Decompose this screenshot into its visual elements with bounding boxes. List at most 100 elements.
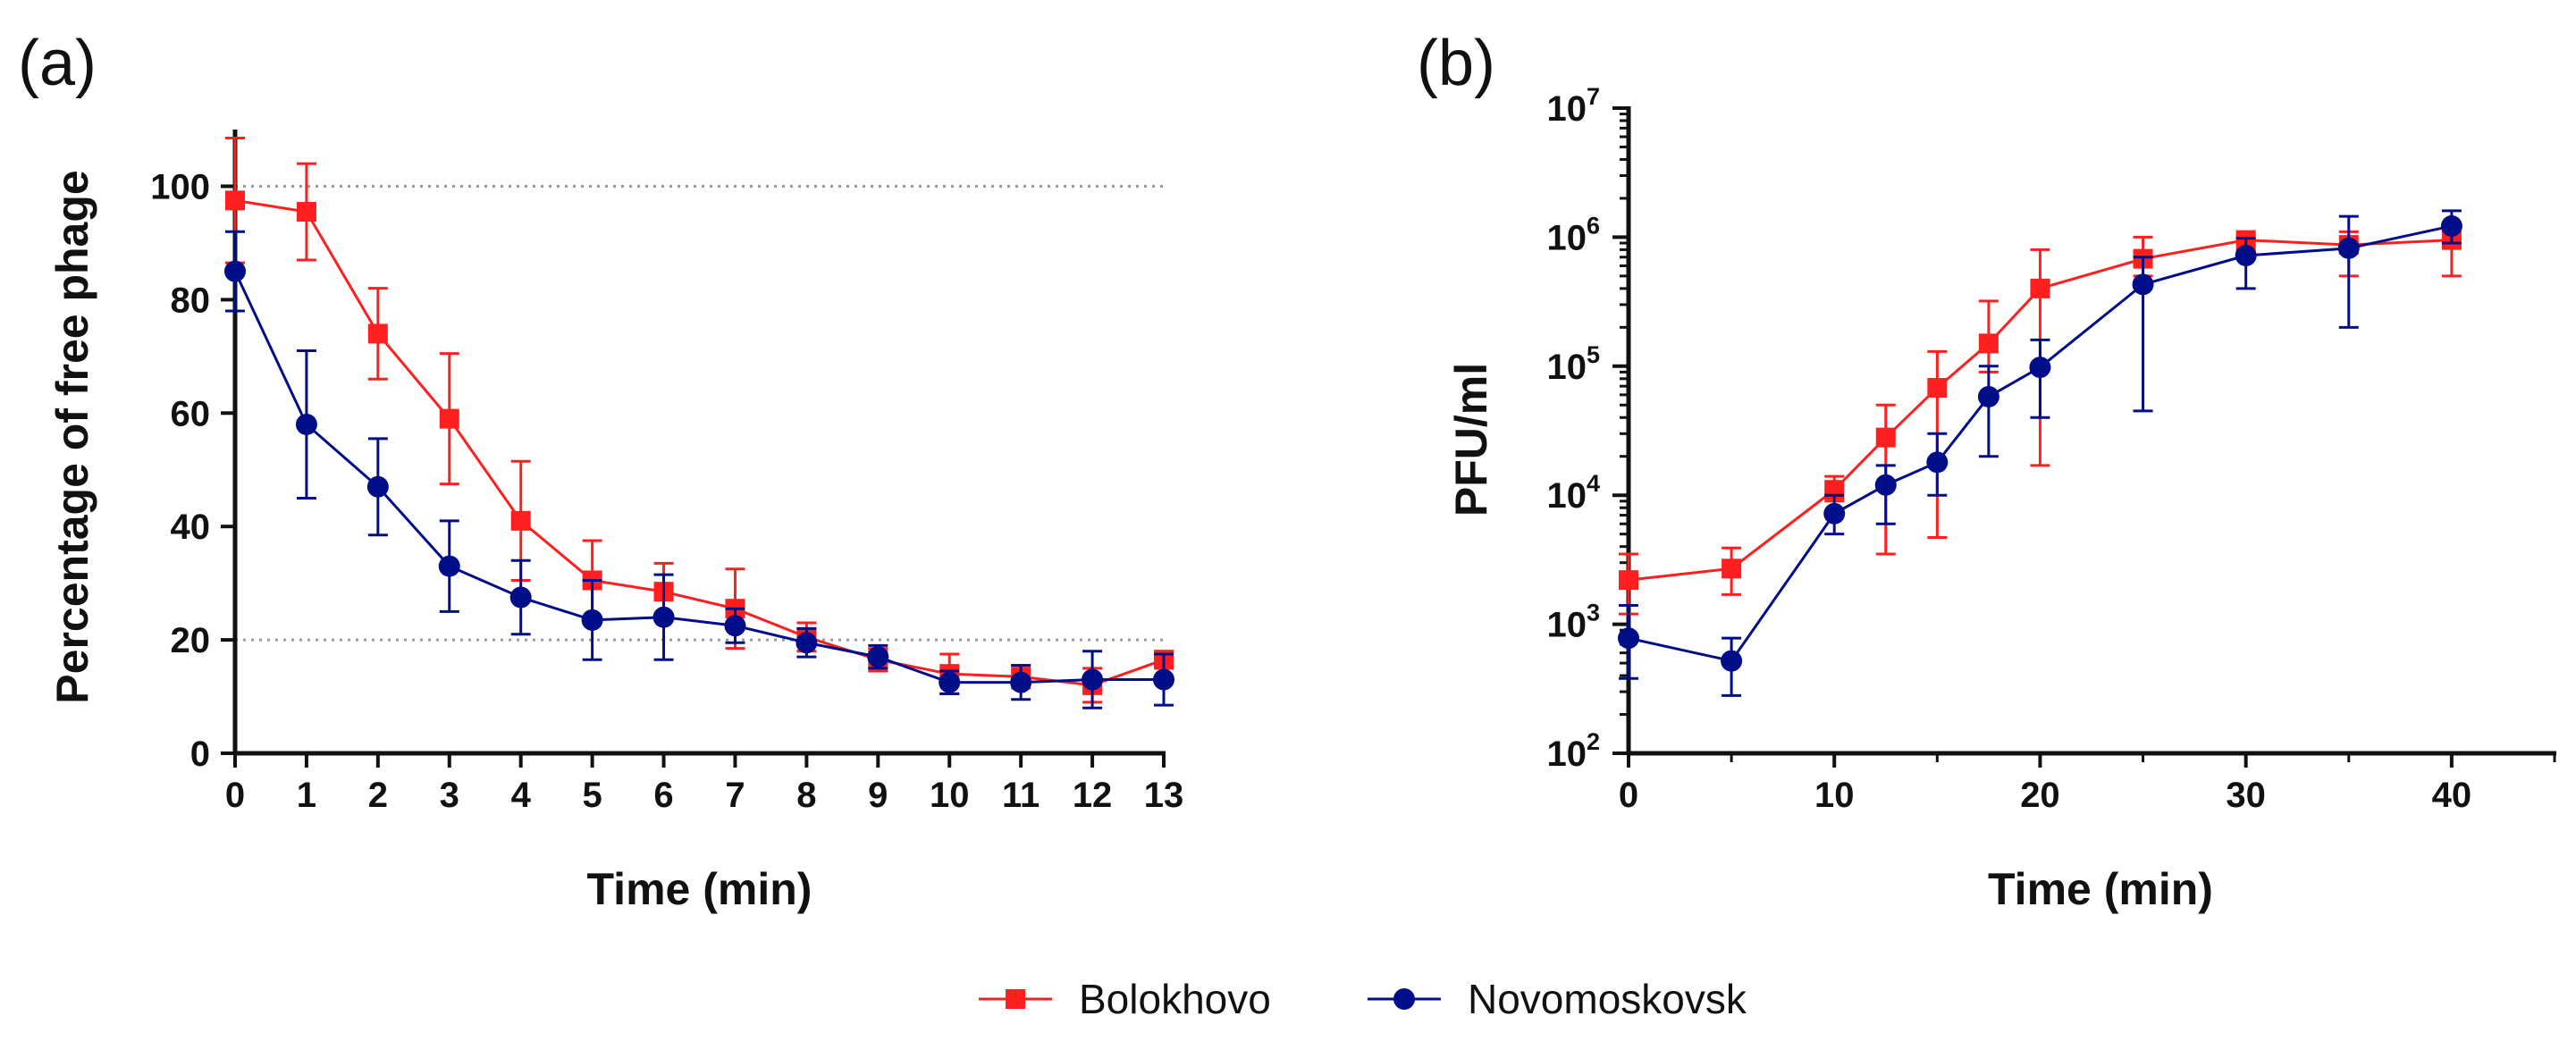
y-axis-title: PFU/ml [1446,363,1496,516]
point-novomoskovsk-5 [1721,650,1743,672]
y-tick-base: 10 [1546,735,1587,774]
y-tick-base: 10 [1546,606,1587,645]
x-tick-label-7: 7 [725,776,745,815]
series-novomoskovsk [1618,209,2462,697]
x-tick-label-10: 10 [930,776,970,815]
x-axis-title: Time (min) [1988,864,2213,914]
series-bolokhovo [1619,225,2462,616]
y-tick-exponent: 2 [1587,728,1600,755]
point-novomoskovsk-35 [2337,237,2360,259]
series-line-novomoskovsk [233,271,1164,684]
point-novomoskovsk-0 [224,260,246,282]
panel-b-label: (b) [1417,28,1495,99]
point-novomoskovsk-12 [1082,668,1104,691]
x-axis-title: Time (min) [587,864,812,914]
y-tick-label-0: 0 [190,735,210,774]
x-tick-label-8: 8 [796,776,816,815]
point-bolokhovo-2 [367,323,388,344]
point-bolokhovo-3 [439,408,459,429]
y-tick-base: 10 [1546,348,1587,387]
x-tick-label-13: 13 [1144,776,1184,815]
y-axis-title: Percentage of free phage [47,170,97,703]
point-novomoskovsk-2 [366,475,389,498]
y-tick-label-60: 60 [171,394,211,433]
legend-item-novomoskovsk: Novomoskovsk [1368,976,1747,1022]
point-bolokhovo-4 [510,510,531,531]
x-tick-label-1: 1 [297,776,316,815]
y-tick-exponent: 7 [1587,83,1600,110]
point-novomoskovsk-9 [867,646,889,668]
y-tick-label-1e7: 107 [1546,83,1600,129]
x-tick-label-20: 20 [2020,776,2060,815]
point-novomoskovsk-6 [652,606,675,628]
point-bolokhovo-20 [2030,278,2050,298]
point-bolokhovo-17.5 [1978,333,1999,354]
x-tick-label-9: 9 [868,776,888,815]
point-novomoskovsk-3 [438,555,460,577]
point-novomoskovsk-20 [2029,357,2051,379]
panel-a-label: (a) [18,28,97,99]
x-tick-label-40: 40 [2432,776,2472,815]
x-tick-label-3: 3 [440,776,459,815]
legend: Bolokhovo Novomoskovsk [979,976,1747,1022]
legend-item-bolokhovo: Bolokhovo [979,976,1271,1022]
series-novomoskovsk [224,230,1174,710]
x-tick-label-12: 12 [1073,776,1113,815]
point-novomoskovsk-12.5 [1874,474,1897,496]
legend-label-bolokhovo: Bolokhovo [1079,976,1271,1022]
legend-marker-novomoskovsk [1393,988,1415,1010]
x-tick-label-4: 4 [511,776,532,815]
x-tick-label-11: 11 [1002,776,1040,815]
series-bolokhovo [225,137,1174,704]
legend-label-novomoskovsk: Novomoskovsk [1468,976,1747,1022]
y-tick-label-40: 40 [171,508,211,547]
point-novomoskovsk-4 [509,586,532,609]
point-novomoskovsk-5 [581,609,603,631]
point-novomoskovsk-10 [1823,502,1846,525]
y-tick-base: 10 [1546,218,1587,257]
y-tick-label-1e5: 105 [1546,341,1600,387]
point-novomoskovsk-7 [724,615,746,637]
point-novomoskovsk-0 [1618,627,1639,650]
x-tick-label-0: 0 [1619,776,1638,815]
y-tick-label-80: 80 [171,281,211,320]
y-tick-label-1e2: 102 [1546,728,1600,774]
x-tick-label-6: 6 [653,776,673,815]
point-bolokhovo-0 [1619,570,1638,591]
x-tick-label-2: 2 [368,776,388,815]
y-tick-exponent: 4 [1587,470,1600,497]
y-tick-label-20: 20 [171,621,211,660]
y-tick-label-1e4: 104 [1546,470,1600,516]
y-tick-base: 10 [1546,89,1587,129]
y-tick-label-1e6: 106 [1546,212,1600,257]
series-line-bolokhovo [234,198,1165,687]
y-tick-label-100: 100 [150,167,210,206]
point-novomoskovsk-11 [1010,671,1032,693]
point-bolokhovo-15 [1927,377,1948,398]
y-tick-exponent: 6 [1587,212,1600,239]
y-tick-exponent: 3 [1587,600,1600,626]
y-tick-base: 10 [1546,476,1587,516]
x-tick-label-0: 0 [225,776,245,815]
point-bolokhovo-0 [225,190,245,211]
point-novomoskovsk-1 [295,413,317,435]
point-novomoskovsk-13 [1153,668,1174,691]
point-bolokhovo-12.5 [1875,427,1896,448]
x-tick-label-5: 5 [582,776,602,815]
y-tick-exponent: 5 [1587,341,1600,368]
point-novomoskovsk-8 [796,632,818,654]
point-bolokhovo-5 [1722,558,1742,579]
y-tick-label-1e3: 103 [1546,600,1600,645]
point-novomoskovsk-30 [2235,245,2257,267]
point-novomoskovsk-10 [939,671,961,693]
point-novomoskovsk-15 [1926,451,1949,474]
x-tick-label-10: 10 [1814,776,1855,815]
x-tick-label-30: 30 [2226,776,2266,815]
point-novomoskovsk-25 [2132,273,2154,296]
point-novomoskovsk-40 [2440,214,2462,237]
point-bolokhovo-1 [296,202,316,223]
